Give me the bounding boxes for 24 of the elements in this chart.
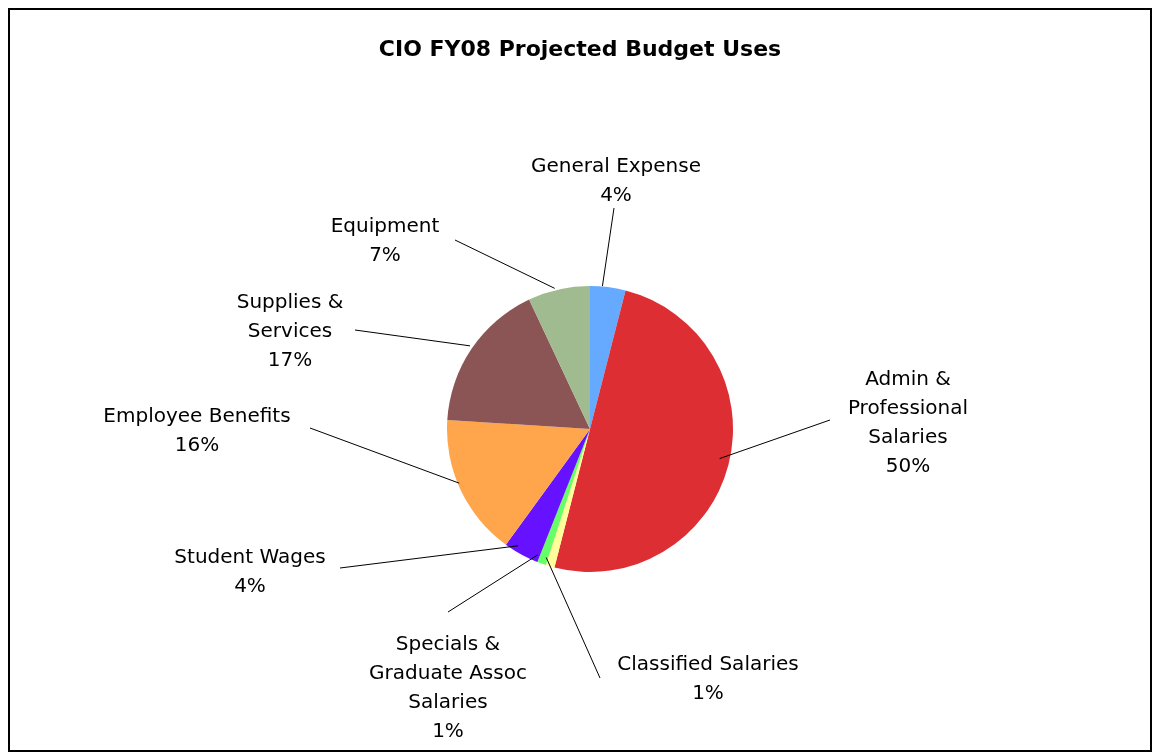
chart-title: CIO FY08 Projected Budget Uses [377, 36, 783, 61]
slice-label: General Expense [530, 153, 702, 177]
pie-slice [537, 429, 590, 565]
data-label: 1% [432, 718, 464, 742]
data-label: 17% [267, 347, 313, 371]
data-label: 1% [692, 680, 724, 704]
pie-slice [554, 290, 733, 572]
pie-slice [447, 420, 590, 545]
slice-label: Classified Salaries [617, 651, 799, 675]
slice-label: Specials & Graduate Assoc Salaries [369, 631, 527, 713]
data-label: 4% [234, 573, 266, 597]
pie-slice [447, 299, 590, 429]
slice-label: Supplies & Services [236, 289, 344, 342]
slice-label: Equipment [330, 213, 440, 237]
data-label: 7% [369, 242, 401, 266]
data-label: 16% [174, 432, 220, 456]
slice-label: Student Wages [174, 544, 326, 568]
slice-label: Employee Benefits [103, 403, 291, 427]
pie-slice [590, 286, 626, 429]
data-label: 4% [600, 182, 632, 206]
pie-slice [529, 286, 590, 429]
pie-slice [505, 429, 590, 562]
slice-label: Admin & Professional Salaries [847, 366, 969, 448]
data-label: 50% [885, 453, 931, 477]
